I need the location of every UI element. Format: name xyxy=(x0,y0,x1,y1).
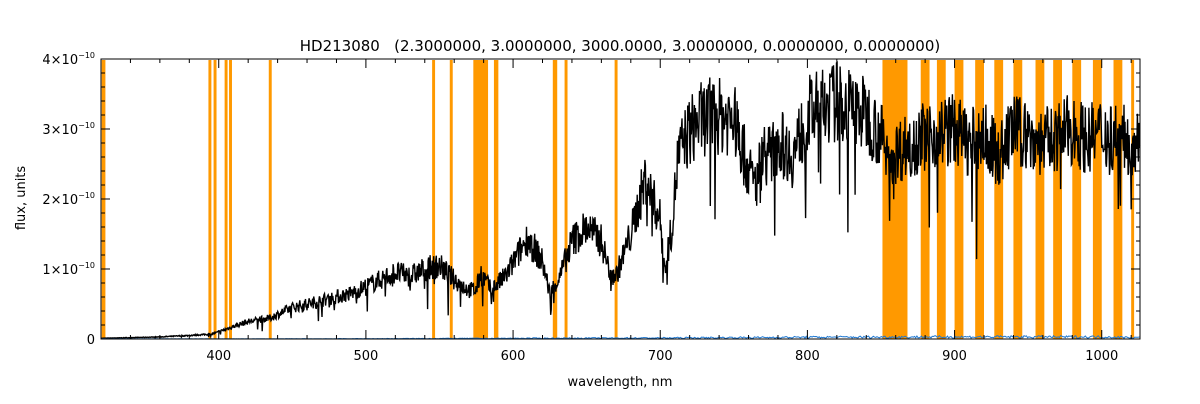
masked-region-7 xyxy=(449,60,453,339)
x-tick-label-800: 800 xyxy=(795,349,820,364)
masked-region-4 xyxy=(229,60,232,339)
masked-region-22 xyxy=(1072,60,1082,339)
y-tick-label-3: 3×10−10 xyxy=(42,121,95,138)
masked-region-1 xyxy=(208,60,212,339)
masked-region-21 xyxy=(1053,60,1063,339)
x-tick-label-700: 700 xyxy=(648,349,673,364)
x-tick-label-1000: 1000 xyxy=(1085,349,1118,364)
x-tick-label-400: 400 xyxy=(206,349,231,364)
masked-region-15 xyxy=(936,60,946,339)
masked-region-5 xyxy=(268,60,272,339)
masked-region-11 xyxy=(564,60,568,339)
masked-region-9 xyxy=(493,60,499,339)
y-tick-label-2: 2×10−10 xyxy=(42,191,95,208)
masked-region-19 xyxy=(1013,60,1023,339)
chart-title: HD213080 (2.3000000, 3.0000000, 3000.000… xyxy=(300,37,940,55)
x-tick-label-600: 600 xyxy=(501,349,526,364)
axes: 400 500 600 700 800 900 1000 0 1×10−10 2×10−10 3×1… xyxy=(42,51,1141,364)
series-line-flux xyxy=(100,61,1141,340)
masked-region-17 xyxy=(975,60,985,339)
x-tick-label-500: 500 xyxy=(353,349,378,364)
masked-region-13 xyxy=(882,60,908,339)
masked-region-20 xyxy=(1035,60,1045,339)
masked-region-6 xyxy=(432,60,436,339)
y-tick-label-4: 4×10−10 xyxy=(42,51,95,68)
y-axis-label: flux, units xyxy=(14,166,29,231)
masked-region-23 xyxy=(1092,60,1102,339)
x-axis-label: wavelength, nm xyxy=(568,375,673,390)
masked-region-16 xyxy=(954,60,964,339)
masked-regions xyxy=(101,60,1135,339)
plot-frame xyxy=(100,58,1141,340)
masked-region-12 xyxy=(614,60,618,339)
data-series xyxy=(100,61,1141,340)
masked-region-3 xyxy=(224,60,228,339)
masked-region-14 xyxy=(920,60,930,339)
masked-region-2 xyxy=(213,60,217,339)
masked-region-18 xyxy=(994,60,1004,339)
x-tick-label-900: 900 xyxy=(942,349,967,364)
y-tick-label-1: 1×10−10 xyxy=(42,261,95,278)
masked-region-10 xyxy=(552,60,558,339)
masked-region-8 xyxy=(473,60,489,339)
y-tick-label-0: 0 xyxy=(87,333,95,348)
